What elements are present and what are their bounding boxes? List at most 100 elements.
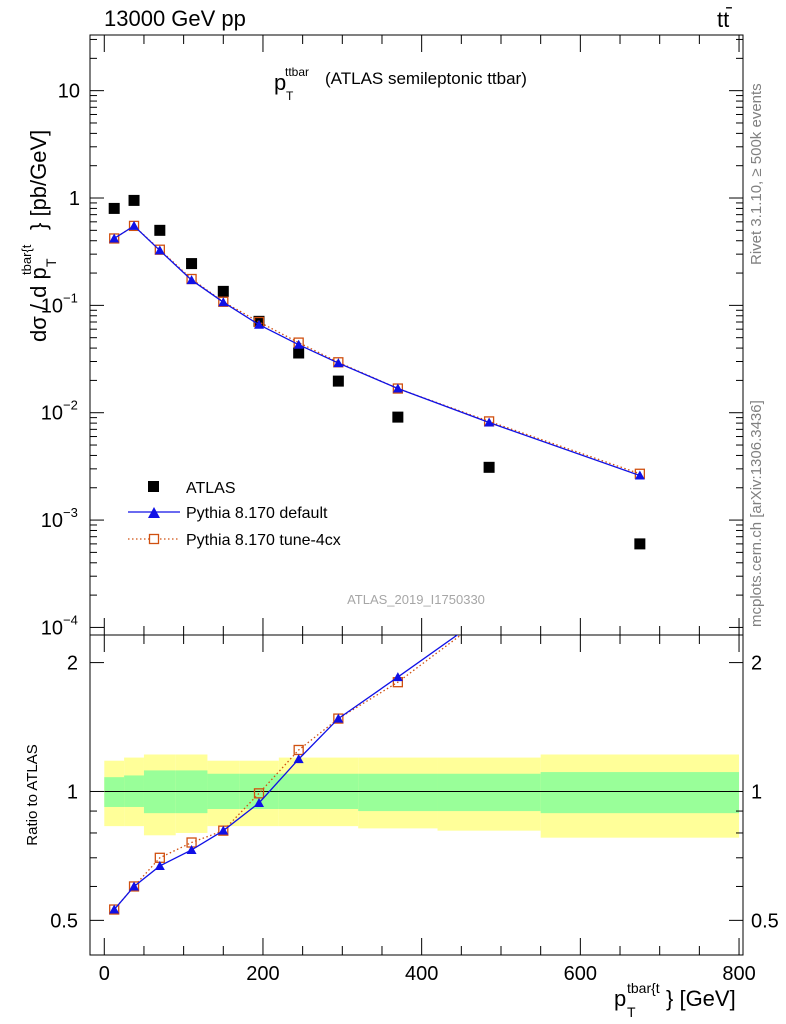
ratio-band-green (540, 772, 740, 814)
x-tick-label: 600 (564, 963, 597, 985)
header-process-label: tt ̄ (717, 6, 732, 32)
ratio-y-tick-label-left: 2 (67, 653, 78, 675)
header-energy-label: 13000 GeV pp (104, 6, 246, 31)
svg-text:Pythia 8.170 tune-4cx: Pythia 8.170 tune-4cx (186, 532, 341, 549)
pythia-default-point (392, 383, 403, 393)
ratio-band-green (358, 773, 438, 812)
ratio-band-green (437, 773, 541, 812)
pythia-default-point (634, 470, 645, 480)
svg-text:T: T (627, 1004, 636, 1020)
legend-entry-atlas: ATLAS (148, 480, 236, 497)
pythia-default-point (109, 233, 120, 243)
x-tick-label: 200 (246, 963, 279, 985)
main-y-tick-label: 10 −3 (41, 505, 78, 532)
pythia-default-point (218, 297, 229, 307)
main-panel-marks (108, 194, 646, 550)
main-y-tick-label: 10 −4 (41, 612, 78, 639)
mcplots-source-label: mcplots.cern.ch [arXiv:1306.3436] (748, 400, 765, 627)
main-y-tick-label: 10 −1 (41, 290, 78, 317)
main-y-axis-label: dσ / d p T tbar{t } [pb/GeV] (19, 130, 59, 342)
svg-text:−1: −1 (63, 290, 78, 305)
main-y-tick-label: 1 (69, 188, 80, 210)
ratio-y-tick-label-left: 0.5 (50, 910, 78, 932)
ratio-pythia-default-point (254, 797, 265, 807)
ratio-y-axis-label: Ratio to ATLAS (24, 744, 41, 845)
analysis-id-label: ATLAS_2019_I1750330 (347, 592, 485, 607)
ratio-pythia-default-line (113, 635, 459, 910)
atlas-data-point (634, 538, 646, 550)
svg-text:T: T (286, 89, 294, 103)
ratio-y-axis: 0.5 0.5 1 1 2 2 (50, 653, 779, 933)
ratio-pythia-default-point (186, 844, 197, 854)
legend-marker-atlas (148, 481, 159, 492)
ratio-uncertainty-bands (104, 754, 740, 838)
svg-text:tt: tt (717, 7, 729, 32)
svg-text:−3: −3 (63, 505, 78, 520)
ratio-pythia-default-point (484, 607, 494, 616)
svg-text:} [pb/GeV]: } [pb/GeV] (26, 130, 51, 230)
pythia-default-point (484, 417, 495, 427)
ratio-pythia-default-point (392, 672, 403, 682)
svg-text:10: 10 (41, 403, 63, 425)
ratio-band-green (104, 777, 125, 807)
x-tick-label: 800 (722, 963, 755, 985)
ratio-pythia-default-point (333, 713, 344, 723)
svg-text:−2: −2 (63, 398, 78, 413)
svg-text:T: T (43, 258, 59, 267)
x-tick-label: 0 (99, 963, 110, 985)
legend-marker-pythia-tune4cx (148, 533, 160, 545)
atlas-data-point (332, 375, 344, 387)
legend: ATLAS Pythia 8.170 default Pythia 8.170 … (128, 480, 341, 549)
svg-text:p: p (274, 70, 286, 95)
atlas-data-point (108, 202, 120, 214)
atlas-data-point (186, 258, 198, 270)
x-axis-label: p T tbar{t } [GeV] (614, 980, 736, 1020)
svg-text:−4: −4 (63, 612, 78, 627)
pythia-default-point (129, 220, 140, 230)
pythia-default-point (293, 339, 304, 349)
ratio-y-tick-label-right: 2 (751, 653, 762, 675)
ratio-pythia-default-point (109, 904, 120, 914)
x-axis: 0 200 400 600 800 (99, 35, 756, 985)
pythia-default-point (154, 245, 165, 255)
atlas-data-point (217, 285, 229, 297)
ratio-pythia-default-point (293, 754, 304, 764)
legend-entry-pythia-tune4cx: Pythia 8.170 tune-4cx (128, 532, 341, 549)
ratio-panel-marks (109, 607, 494, 915)
legend-marker-pythia-default (148, 507, 160, 518)
atlas-data-point (483, 461, 495, 473)
svg-text:10: 10 (41, 617, 63, 639)
svg-text:tbar{t: tbar{t (627, 980, 660, 996)
main-y-tick-label: 10 −2 (41, 398, 78, 425)
svg-text:10: 10 (58, 81, 80, 103)
svg-text:p: p (614, 986, 626, 1011)
svg-text:} [GeV]: } [GeV] (666, 986, 736, 1011)
ratio-pythia-default-point (129, 881, 140, 891)
ratio-pythia-default-point (218, 825, 229, 835)
svg-text:tbar{t: tbar{t (19, 244, 34, 275)
main-y-tick-label: 10 (58, 81, 80, 103)
legend-entry-pythia-default: Pythia 8.170 default (128, 505, 328, 522)
ratio-y-tick-label-right: 0.5 (751, 910, 779, 932)
ratio-pythia-default-point (154, 860, 165, 870)
svg-text:10: 10 (41, 295, 63, 317)
svg-text:(ATLAS semileptonic ttbar): (ATLAS semileptonic ttbar) (325, 69, 527, 88)
plot-title: p ttbar T (ATLAS semileptonic ttbar) (274, 65, 527, 103)
ratio-pythia-tune4cx-point (485, 609, 494, 618)
atlas-data-point (392, 411, 404, 423)
pythia-default-point (254, 319, 265, 329)
atlas-data-point (154, 224, 166, 236)
pythia-default-point (333, 358, 344, 368)
svg-text:Pythia 8.170 default: Pythia 8.170 default (186, 505, 328, 522)
svg-text:1: 1 (69, 188, 80, 210)
svg-text:dσ / d p: dσ / d p (26, 267, 51, 342)
svg-text:ATLAS: ATLAS (186, 480, 236, 497)
pythia-default-point (186, 275, 197, 285)
svg-text:ttbar: ttbar (285, 65, 309, 79)
rivet-version-label: Rivet 3.1.10, ≥ 500k events (748, 83, 765, 265)
x-tick-label: 400 (405, 963, 438, 985)
ratio-panel-frame (89, 634, 744, 956)
ratio-y-tick-label-right: 1 (751, 781, 762, 803)
